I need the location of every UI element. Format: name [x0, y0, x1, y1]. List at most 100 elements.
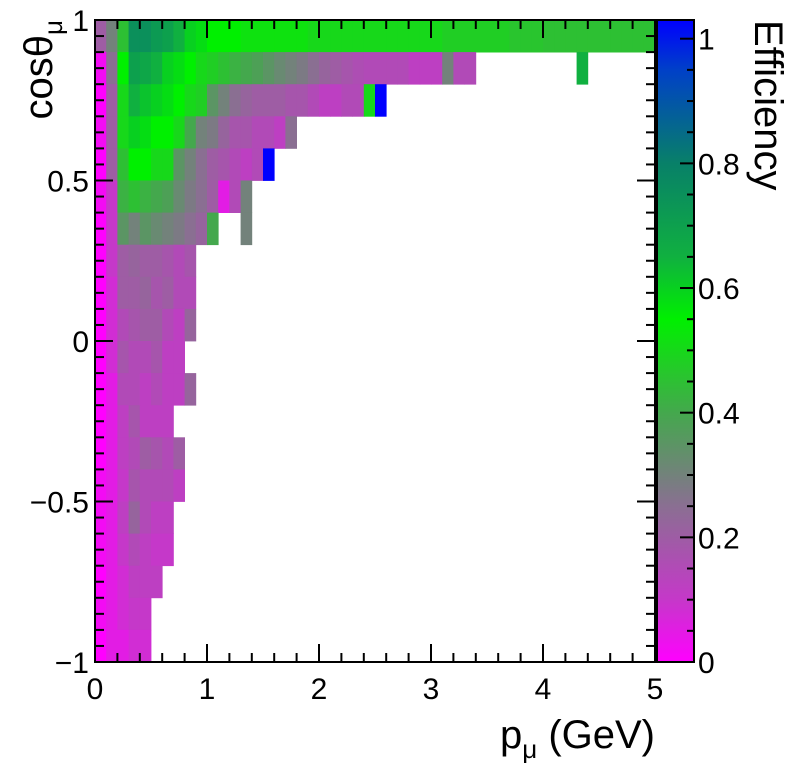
heatmap-cell: [240, 148, 253, 181]
heatmap-cell: [184, 373, 197, 406]
heatmap-cell: [106, 405, 118, 438]
heatmap-cell: [251, 52, 264, 85]
heatmap-cell: [195, 180, 208, 213]
heatmap-cell: [229, 148, 241, 181]
heatmap-cell: [106, 212, 118, 246]
heatmap-cell: [106, 565, 118, 599]
heatmap-cell: [375, 84, 387, 117]
heatmap-cell: [117, 629, 129, 663]
heatmap-cell: [207, 180, 219, 213]
heatmap-cell: [431, 52, 443, 85]
heatmap-cell: [117, 501, 129, 534]
heatmap-cell: [128, 437, 141, 470]
heatmap-cell: [173, 180, 185, 213]
colorbar-tick-label: 0.4: [698, 398, 740, 431]
heatmap-cell: [184, 116, 197, 149]
heatmap-cell: [117, 405, 129, 438]
heatmap-cell: [240, 212, 253, 246]
heatmap-cell: [296, 52, 309, 85]
y-tick-label: 0: [72, 326, 89, 359]
heatmap-cell: [128, 276, 141, 310]
heatmap-cell: [162, 341, 174, 374]
heatmap-cell: [218, 148, 230, 181]
heatmap-cell: [106, 276, 118, 310]
heatmap-cell: [229, 52, 241, 85]
heatmap-cell: [139, 180, 152, 213]
heatmap-cell: [139, 373, 152, 406]
heatmap-cell: [117, 52, 129, 85]
heatmap-cell: [173, 52, 185, 85]
heatmap-cell: [240, 116, 253, 149]
heatmap-cell: [106, 116, 118, 149]
heatmap-cell: [151, 148, 163, 181]
x-tick-label: 0: [87, 673, 104, 706]
heatmap-cell: [531, 20, 544, 53]
heatmap-cell: [117, 276, 129, 310]
heatmap-cell: [442, 52, 454, 85]
heatmap-cell: [240, 52, 253, 85]
heatmap-cell: [229, 84, 241, 117]
y-tick-label: 0.5: [47, 166, 89, 199]
heatmap-cell: [151, 84, 163, 117]
heatmap-cell: [128, 244, 141, 278]
heatmap-cell: [128, 565, 141, 599]
heatmap-cell: [162, 84, 174, 117]
y-axis: −1 −0.5 0 0.5 1: [30, 5, 655, 680]
heatmap-cell: [117, 212, 129, 246]
heatmap-cell: [307, 52, 320, 85]
heatmap-cell: [251, 84, 264, 117]
heatmap-cell: [139, 469, 152, 502]
heatmap-cell: [341, 84, 353, 117]
heatmap-cell: [117, 469, 129, 502]
heatmap-cell: [319, 84, 331, 117]
heatmap-cell: [263, 148, 275, 181]
heatmap-cell: [117, 437, 129, 470]
heatmap-cell: [330, 20, 342, 53]
y-tick-label: −0.5: [30, 487, 89, 520]
heatmap-cell: [218, 84, 230, 117]
heatmap-cell: [184, 52, 197, 85]
heatmap-cell: [341, 52, 353, 85]
heatmap-cell: [106, 469, 118, 502]
heatmap-cell: [106, 180, 118, 213]
heatmap-cell: [464, 20, 477, 53]
heatmap-cell: [106, 244, 118, 278]
heatmap-cell: [117, 308, 129, 342]
heatmap-cell: [229, 116, 241, 149]
y-axis-title: cosθμ: [17, 20, 68, 119]
heatmap-cell: [106, 629, 118, 663]
heatmap-cell: [218, 116, 230, 149]
heatmap-cell: [162, 469, 174, 502]
heatmap-cell: [319, 52, 331, 85]
heatmap-cell: [173, 341, 185, 374]
heatmap-cell: [162, 405, 174, 438]
heatmap-cell: [229, 20, 241, 53]
heatmap-cell: [128, 501, 141, 534]
heatmap-cell: [498, 20, 510, 53]
heatmap-cell: [195, 52, 208, 85]
heatmap-cell: [173, 116, 185, 149]
heatmap-cell: [599, 20, 611, 53]
heatmap-cell: [218, 180, 230, 213]
heatmap-cell: [263, 116, 275, 149]
heatmap-cell: [632, 20, 645, 53]
heatmap-cell: [151, 244, 163, 278]
heatmap-cell: [128, 148, 141, 181]
heatmap-cell: [128, 52, 141, 85]
heatmap-cell: [139, 20, 152, 53]
heatmap-cell: [363, 52, 376, 85]
heatmap-cell: [610, 20, 622, 53]
heatmap-cell: [218, 52, 230, 85]
heatmap-cell: [341, 20, 353, 53]
heatmap-cell: [139, 276, 152, 310]
heatmap-cell: [128, 597, 141, 631]
heatmap-cell: [442, 20, 454, 53]
heatmap-cell: [173, 148, 185, 181]
heatmap-cell: [151, 116, 163, 149]
y-tick-label: −1: [55, 647, 89, 680]
heatmap-cell: [285, 20, 297, 53]
heatmap-cell: [419, 52, 432, 85]
heatmap-cell: [117, 84, 129, 117]
heatmap-cell: [128, 469, 141, 502]
